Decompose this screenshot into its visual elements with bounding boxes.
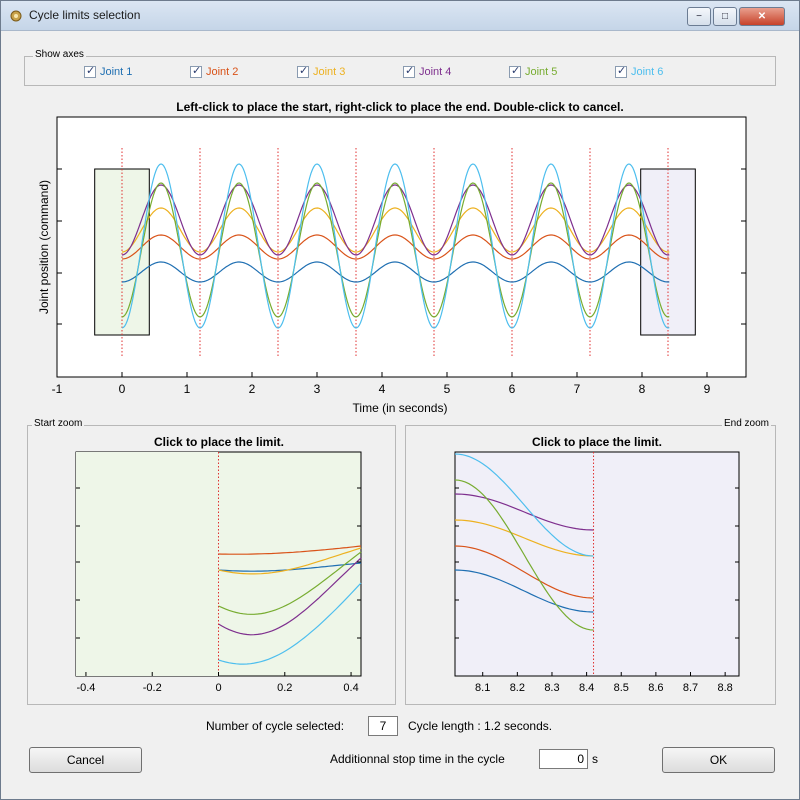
start-zoom-excluded-area bbox=[76, 452, 219, 676]
x-tick-label: 1 bbox=[184, 382, 191, 396]
end-zoom-curve-3 bbox=[454, 519, 594, 557]
end-zoom-curve-5 bbox=[454, 479, 594, 631]
close-button[interactable]: ✕ bbox=[739, 7, 785, 26]
start-zoom-plot[interactable]: Click to place the limit. -0.4 -0.2 0 0.2 0.… bbox=[27, 428, 396, 698]
joint-1-checkbox[interactable]: Joint 1 bbox=[84, 64, 133, 78]
title-bar[interactable]: Cycle limits selection − □ ✕ bbox=[1, 1, 799, 31]
x-tick-label: 3 bbox=[314, 382, 321, 396]
main-plot-ylabel: Joint position (command) bbox=[37, 180, 51, 314]
checkbox-icon[interactable] bbox=[403, 64, 415, 78]
cancel-button[interactable]: Cancel bbox=[29, 747, 142, 773]
joint-3-checkbox[interactable]: Joint 3 bbox=[297, 64, 346, 78]
start-zoom-label: Start zoom bbox=[32, 418, 85, 429]
x-tick-label: 0.4 bbox=[343, 682, 358, 694]
x-tick-label: 2 bbox=[249, 382, 256, 396]
checkbox-icon[interactable] bbox=[190, 64, 202, 78]
gear-icon bbox=[10, 10, 22, 22]
show-axes-label: Show axes bbox=[33, 49, 86, 60]
x-tick-label: 8 bbox=[639, 382, 646, 396]
maximize-button[interactable]: □ bbox=[713, 7, 737, 26]
joint-3-label: Joint 3 bbox=[313, 66, 346, 78]
start-zoom-curve-4 bbox=[218, 557, 362, 636]
joint-2-label: Joint 2 bbox=[206, 66, 239, 78]
end-zoom-title: Click to place the limit. bbox=[532, 435, 662, 449]
x-tick-label: -0.2 bbox=[143, 682, 162, 694]
checkbox-icon[interactable] bbox=[615, 64, 627, 78]
start-zoom-curve-6 bbox=[218, 582, 362, 665]
x-tick-label: 0 bbox=[215, 682, 221, 694]
main-plot-title: Left-click to place the start, right-cli… bbox=[176, 100, 623, 114]
x-tick-label: 6 bbox=[509, 382, 516, 396]
checkbox-icon[interactable] bbox=[509, 64, 521, 78]
end-zoom-plot[interactable]: Click to place the limit. 8.1 8.2 8.3 8.4 8.… bbox=[405, 428, 776, 698]
joint-curve-2 bbox=[121, 234, 670, 260]
x-tick-label: 8.6 bbox=[648, 682, 663, 694]
start-zoom-title: Click to place the limit. bbox=[154, 435, 284, 449]
joint-curve-4 bbox=[121, 184, 670, 256]
joint-5-checkbox[interactable]: Joint 5 bbox=[509, 64, 558, 78]
show-axes-group: Show axes bbox=[24, 49, 776, 86]
main-plot-axes[interactable] bbox=[56, 116, 747, 378]
main-plot-xlabel: Time (in seconds) bbox=[353, 401, 448, 415]
joint-curve-1 bbox=[121, 261, 670, 283]
x-tick-label: 8.5 bbox=[614, 682, 629, 694]
checkbox-icon[interactable] bbox=[297, 64, 309, 78]
end-zoom-curve-1 bbox=[454, 569, 594, 613]
start-zoom-curve-2 bbox=[218, 545, 362, 555]
joint-2-checkbox[interactable]: Joint 2 bbox=[190, 64, 239, 78]
cycle-length-text: Cycle length : 1.2 seconds. bbox=[408, 719, 553, 733]
x-tick-label: 8.7 bbox=[683, 682, 698, 694]
end-zoom-panel: End zoom bbox=[405, 418, 776, 705]
x-tick-label: 8.1 bbox=[475, 682, 490, 694]
x-tick-label: 4 bbox=[379, 382, 386, 396]
x-tick-label: 0 bbox=[119, 382, 126, 396]
joint-4-checkbox[interactable]: Joint 4 bbox=[403, 64, 452, 78]
minimize-button[interactable]: − bbox=[687, 7, 711, 26]
joint-5-label: Joint 5 bbox=[525, 66, 558, 78]
checkbox-icon[interactable] bbox=[84, 64, 96, 78]
joint-1-label: Joint 1 bbox=[100, 66, 133, 78]
x-tick-label: 8.8 bbox=[717, 682, 732, 694]
joint-curve-6 bbox=[121, 163, 670, 329]
x-tick-label: 5 bbox=[444, 382, 451, 396]
start-zoom-panel: Start zoom bbox=[27, 418, 396, 705]
ok-button[interactable]: OK bbox=[662, 747, 775, 773]
joint-6-label: Joint 6 bbox=[631, 66, 664, 78]
x-tick-label: 9 bbox=[704, 382, 711, 396]
stop-time-label: Additionnal stop time in the cycle bbox=[330, 752, 505, 766]
joint-6-checkbox[interactable]: Joint 6 bbox=[615, 64, 664, 78]
end-zoom-curve-6 bbox=[454, 453, 594, 557]
end-zoom-curve-2 bbox=[454, 545, 594, 599]
cycles-field[interactable]: 7 bbox=[368, 716, 398, 736]
x-tick-label: 8.3 bbox=[544, 682, 559, 694]
x-tick-label: 8.4 bbox=[579, 682, 594, 694]
end-zoom-curve-4 bbox=[454, 493, 594, 531]
cycles-label: Number of cycle selected: bbox=[206, 719, 345, 733]
stop-time-unit: s bbox=[592, 752, 598, 766]
window-title: Cycle limits selection bbox=[29, 8, 141, 22]
end-zoom-axes[interactable] bbox=[454, 451, 740, 677]
joint-curve-3 bbox=[121, 207, 670, 253]
x-tick-label: 0.2 bbox=[277, 682, 292, 694]
main-plot[interactable]: Left-click to place the start, right-cli… bbox=[0, 95, 800, 420]
x-tick-label: -0.4 bbox=[76, 682, 95, 694]
stop-time-field[interactable]: 0 bbox=[539, 749, 588, 769]
start-zoom-curve-3 bbox=[218, 547, 362, 575]
x-tick-label: -1 bbox=[52, 382, 63, 396]
joint-4-label: Joint 4 bbox=[419, 66, 452, 78]
end-zoom-label: End zoom bbox=[721, 418, 771, 429]
x-tick-label: 8.2 bbox=[510, 682, 525, 694]
x-tick-label: 7 bbox=[574, 382, 581, 396]
start-zoom-curve-5 bbox=[218, 551, 362, 615]
